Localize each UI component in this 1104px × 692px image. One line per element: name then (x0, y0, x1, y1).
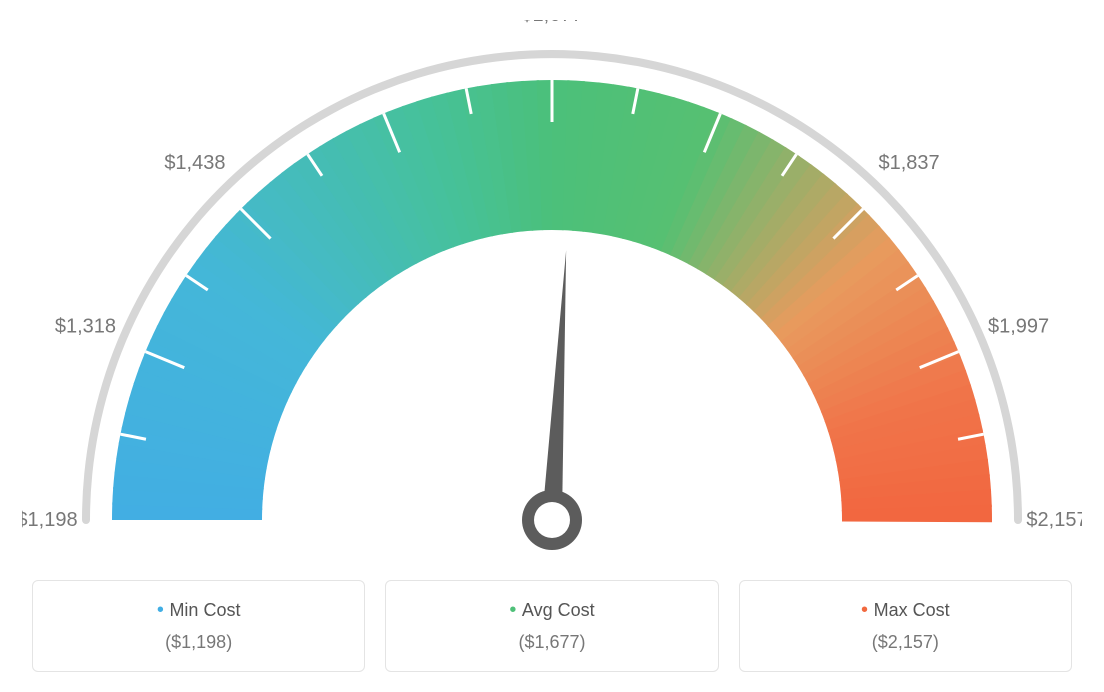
legend-card-avg: Avg Cost ($1,677) (385, 580, 718, 672)
legend-row: Min Cost ($1,198) Avg Cost ($1,677) Max … (22, 580, 1082, 672)
gauge-tick-label: $1,677 (521, 20, 582, 26)
gauge-tick-label: $1,198 (22, 509, 78, 531)
gauge-tick-label: $1,438 (164, 152, 225, 174)
legend-card-max: Max Cost ($2,157) (739, 580, 1072, 672)
gauge-tick-label: $1,318 (55, 316, 116, 338)
legend-min-value: ($1,198) (43, 632, 354, 653)
legend-avg-label: Avg Cost (396, 599, 707, 622)
legend-max-label: Max Cost (750, 599, 1061, 622)
legend-card-min: Min Cost ($1,198) (32, 580, 365, 672)
legend-max-value: ($2,157) (750, 632, 1061, 653)
gauge-svg: $1,198 $1,318 $1,438 $1,677 $1,837 $1,997 $2,1… (22, 20, 1082, 560)
gauge-tick-label: $2,157 (1026, 509, 1082, 531)
gauge-tick-label: $1,837 (879, 152, 940, 174)
gauge-tick-label: $1,997 (988, 316, 1049, 338)
legend-min-label: Min Cost (43, 599, 354, 622)
cost-gauge-chart: $1,198 $1,318 $1,438 $1,677 $1,837 $1,997 $2,1… (22, 20, 1082, 672)
gauge-needle (542, 250, 566, 520)
legend-avg-value: ($1,677) (396, 632, 707, 653)
gauge-svg-wrap: $1,198 $1,318 $1,438 $1,677 $1,837 $1,997 $2,1… (22, 20, 1082, 560)
